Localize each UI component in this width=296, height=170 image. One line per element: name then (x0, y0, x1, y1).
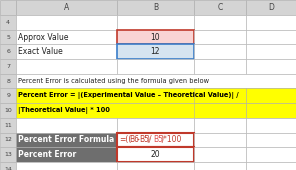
Bar (117, 30, 194, 44)
Bar (117, 162, 194, 170)
Bar (246, 88, 296, 103)
Bar (194, 0, 246, 15)
Text: 5: 5 (6, 35, 10, 39)
Bar (0, 133, 16, 147)
Text: Exact Value: Exact Value (18, 47, 63, 56)
Bar (16, 74, 296, 88)
Text: 11: 11 (4, 123, 12, 128)
Text: 12: 12 (151, 47, 160, 56)
Bar (16, 147, 117, 162)
Bar (194, 133, 246, 147)
Text: 10: 10 (4, 108, 12, 113)
Bar (16, 88, 296, 103)
Text: 12: 12 (4, 138, 12, 142)
Bar (0, 59, 16, 74)
Bar (194, 44, 246, 59)
Text: B5: B5 (140, 135, 150, 144)
Bar (194, 59, 246, 74)
Text: D: D (268, 3, 274, 12)
Text: 14: 14 (4, 167, 12, 170)
Bar (0, 0, 16, 15)
Text: 7: 7 (6, 64, 10, 69)
Text: 10: 10 (151, 32, 160, 41)
Bar (117, 133, 194, 147)
Bar (0, 44, 16, 59)
Bar (0, 74, 16, 88)
Bar (0, 103, 16, 118)
Text: B6: B6 (130, 135, 139, 144)
Bar (194, 147, 246, 162)
Bar (0, 162, 16, 170)
Bar (16, 118, 117, 133)
Bar (16, 15, 117, 30)
Text: )/: )/ (147, 135, 152, 144)
Bar (16, 162, 117, 170)
Text: )*100: )*100 (160, 135, 181, 144)
Bar (16, 44, 117, 59)
Bar (246, 15, 296, 30)
Bar (117, 147, 194, 162)
Text: Percent Error = |(Experimental Value – Theoretical Value)| /: Percent Error = |(Experimental Value – T… (18, 92, 238, 99)
Text: B5: B5 (153, 135, 163, 144)
Bar (0, 147, 16, 162)
Bar (0, 15, 16, 30)
Text: =((: =(( (119, 135, 132, 144)
Bar (194, 103, 246, 118)
Bar (16, 133, 117, 147)
Bar (194, 162, 246, 170)
Text: 4: 4 (6, 20, 10, 25)
Text: C: C (217, 3, 222, 12)
Text: |Theoretical Value| * 100: |Theoretical Value| * 100 (18, 107, 110, 114)
Bar (117, 118, 194, 133)
Bar (194, 15, 246, 30)
Bar (117, 0, 194, 15)
Text: 9: 9 (6, 93, 10, 98)
Bar (194, 30, 246, 44)
Bar (117, 44, 194, 59)
Bar (0, 30, 16, 44)
Bar (16, 30, 117, 44)
Text: 20: 20 (151, 150, 160, 159)
Bar (16, 103, 296, 118)
Bar (246, 133, 296, 147)
Text: 13: 13 (4, 152, 12, 157)
Bar (194, 88, 246, 103)
Bar (117, 15, 194, 30)
Bar (246, 118, 296, 133)
Bar (117, 59, 194, 74)
Text: Percent Error is calculated using the formula given below: Percent Error is calculated using the fo… (18, 78, 209, 84)
Bar (246, 103, 296, 118)
Text: 6: 6 (6, 49, 10, 54)
Bar (246, 59, 296, 74)
Bar (246, 162, 296, 170)
Text: -: - (136, 135, 139, 144)
Bar (194, 118, 246, 133)
Bar (246, 0, 296, 15)
Bar (0, 88, 16, 103)
Bar (0, 118, 16, 133)
Bar (246, 44, 296, 59)
Text: A: A (64, 3, 69, 12)
Bar (246, 30, 296, 44)
Text: Percent Error Formula: Percent Error Formula (18, 135, 115, 144)
Bar (16, 0, 117, 15)
Text: Percent Error: Percent Error (18, 150, 77, 159)
Text: Approx Value: Approx Value (18, 32, 69, 41)
Bar (246, 147, 296, 162)
Text: 8: 8 (6, 79, 10, 84)
Text: B: B (153, 3, 158, 12)
Bar (16, 59, 117, 74)
